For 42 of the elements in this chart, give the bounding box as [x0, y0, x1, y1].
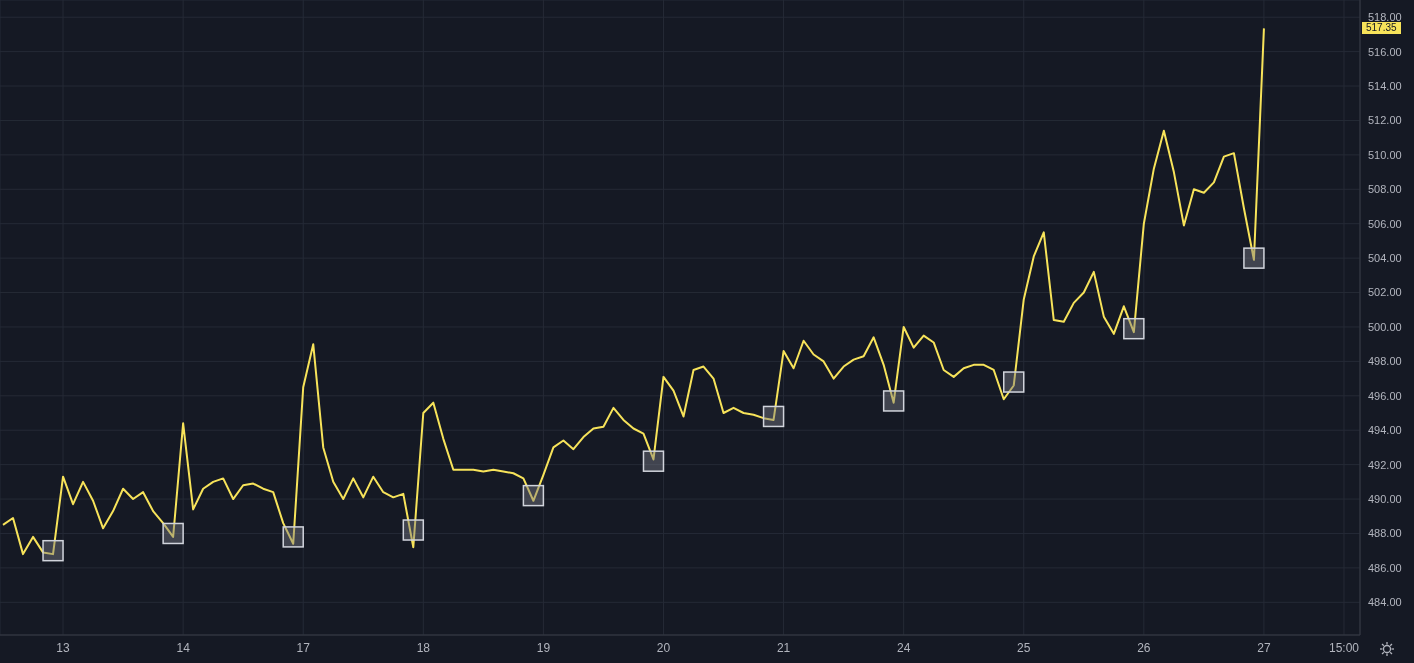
y-tick-label: 502.00: [1368, 286, 1402, 299]
y-tick-label: 488.00: [1368, 527, 1402, 540]
y-tick-label: 516.00: [1368, 45, 1402, 58]
x-tick-label: 20: [656, 640, 671, 655]
point: [402, 519, 425, 541]
y-tick-label: 490.00: [1368, 492, 1402, 505]
y-tick-label: 484.00: [1368, 596, 1402, 609]
y-tick-label: 492.00: [1368, 458, 1402, 471]
y-tick-label: 498.00: [1368, 355, 1402, 368]
y-tick-label: 514.00: [1368, 79, 1402, 92]
x-tick-label: 14: [176, 640, 191, 655]
y-tick-label: 496.00: [1368, 389, 1402, 402]
y-tick-label: 512.00: [1368, 114, 1402, 127]
point: [42, 539, 64, 562]
y-tick-label: 486.00: [1368, 561, 1402, 574]
y-tick-label: 518.00: [1368, 11, 1402, 24]
point: [1243, 247, 1265, 269]
y-tick-label: 506.00: [1368, 217, 1402, 230]
y-tick-label: 494.00: [1368, 424, 1402, 437]
point: [1003, 371, 1025, 393]
point: [1123, 317, 1145, 340]
x-tick-label: 13: [56, 640, 71, 655]
x-tick-label: 19: [536, 640, 551, 655]
point: [282, 526, 304, 548]
point: [522, 484, 545, 507]
x-tick-label: 27: [1257, 640, 1271, 655]
y-tick-label: 500.00: [1368, 320, 1402, 333]
x-tick-label: 21: [776, 640, 791, 655]
y-tick-label: 508.00: [1368, 183, 1402, 196]
annotation: 517.35: [1362, 22, 1401, 35]
x-tick-label: 25: [1017, 640, 1031, 655]
x-tick-label: 26: [1137, 640, 1151, 655]
point: [162, 522, 184, 545]
y-tick-label: 510.00: [1368, 148, 1402, 161]
point: [762, 405, 785, 428]
point: [882, 390, 905, 412]
x-tick-label: 15:00: [1328, 640, 1360, 655]
x-tick-label: 24: [896, 640, 911, 655]
x-tick-label: 17: [296, 640, 311, 655]
point: [642, 450, 665, 472]
x-tick-label: 18: [416, 640, 431, 655]
y-tick-label: 504.00: [1368, 252, 1402, 265]
